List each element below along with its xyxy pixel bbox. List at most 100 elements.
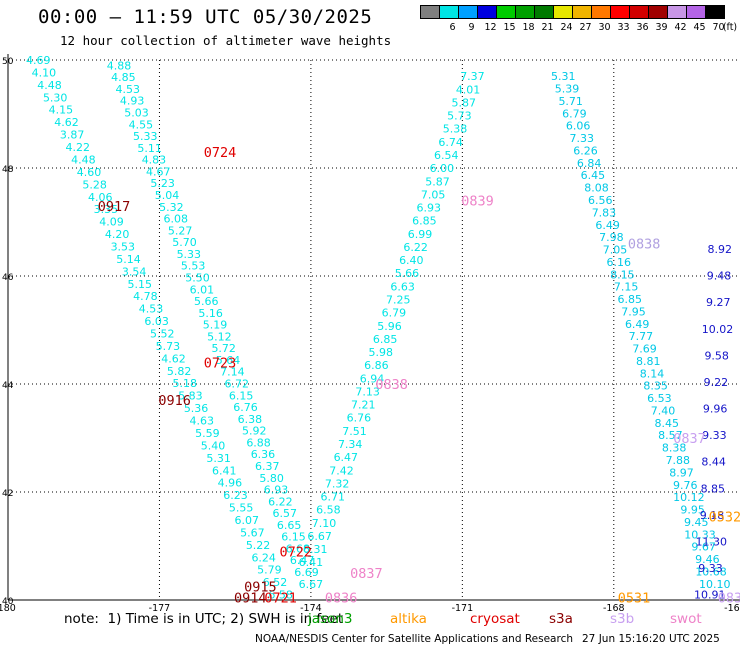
wave-height-value: 6.38 bbox=[238, 413, 263, 426]
wave-height-value: 4.10 bbox=[32, 66, 57, 79]
wave-height-value: 7.05 bbox=[603, 244, 628, 257]
wave-height-value: 6.26 bbox=[573, 144, 598, 157]
wave-height-value: 6.36 bbox=[251, 448, 276, 461]
wave-height-value: 6.53 bbox=[647, 392, 672, 405]
wave-height-value: 4.53 bbox=[116, 83, 141, 96]
wave-height-value: 6.58 bbox=[268, 589, 293, 602]
wave-height-value: 8.57 bbox=[658, 429, 683, 442]
wave-height-value: 7.77 bbox=[629, 330, 654, 343]
wave-height-value: 6.41 bbox=[212, 464, 237, 477]
wave-height-value: 6.65 bbox=[277, 519, 302, 532]
wave-height-value: 9.27 bbox=[706, 296, 731, 309]
wave-height-value: 6.31 bbox=[303, 543, 328, 556]
legend-label: 12 bbox=[484, 22, 497, 33]
wave-height-value: 5.59 bbox=[195, 427, 220, 440]
wave-height-value: 7.25 bbox=[386, 293, 411, 306]
wave-height-value: 6.37 bbox=[255, 460, 280, 473]
legend-label: 36 bbox=[636, 22, 649, 33]
pass-time-label: 0916 bbox=[158, 393, 191, 409]
wave-height-value: 7.34 bbox=[338, 438, 363, 451]
wave-height-value: 6.24 bbox=[251, 551, 276, 564]
legend-label: 70 bbox=[712, 22, 725, 33]
wave-height-value: 5.18 bbox=[173, 377, 198, 390]
wave-height-value: 4.78 bbox=[133, 290, 158, 303]
wave-height-value: 5.03 bbox=[124, 107, 149, 120]
wave-height-value: 6.84 bbox=[577, 157, 602, 170]
legend-unit: (ft) bbox=[722, 22, 738, 33]
wave-height-value: 4.55 bbox=[129, 118, 154, 131]
wave-height-value: 7.32 bbox=[325, 477, 350, 490]
generated-timestamp: 27 Jun 15:16:20 UTC 2025 bbox=[582, 633, 720, 645]
wave-height-value: 4.69 bbox=[26, 54, 51, 67]
legend-label: 45 bbox=[693, 22, 706, 33]
sat-s3b: s3b bbox=[610, 611, 635, 627]
wave-height-value: 6.79 bbox=[382, 307, 407, 320]
wave-height-value: 6.57 bbox=[272, 507, 297, 520]
wave-height-value: 6.72 bbox=[225, 378, 250, 391]
wave-height-value: 4.48 bbox=[71, 153, 96, 166]
wave-height-value: 8.92 bbox=[708, 243, 733, 256]
wave-height-value: 9.96 bbox=[703, 403, 728, 416]
wave-height-value: 6.15 bbox=[281, 531, 306, 544]
footer-note: note: 1) Time is in UTC; 2) SWH is in fe… bbox=[64, 611, 344, 627]
pass-time-label: 0915 bbox=[244, 580, 277, 596]
wave-height-value: 5.15 bbox=[127, 278, 152, 291]
wave-height-value: 6.41 bbox=[299, 556, 324, 569]
wave-height-value: 8.81 bbox=[636, 355, 661, 368]
wave-height-value: 6.67 bbox=[299, 578, 324, 591]
pass-time-label: 0532 bbox=[709, 509, 740, 525]
wave-height-value: 4.15 bbox=[49, 104, 74, 117]
wave-height-value: 9.33 bbox=[702, 429, 727, 442]
wave-height-value: 3.87 bbox=[60, 129, 85, 142]
wave-height-value: 10.33 bbox=[684, 528, 716, 541]
wave-height-value: 9.45 bbox=[684, 516, 709, 529]
wave-height-value: 6.88 bbox=[246, 436, 271, 449]
wave-height-value: 5.87 bbox=[451, 96, 476, 109]
wave-height-value: 10.10 bbox=[699, 578, 731, 591]
pass-time-label: 0837 bbox=[350, 566, 383, 582]
wave-height-value: 4.88 bbox=[107, 59, 132, 72]
wave-height-value: 6.49 bbox=[595, 219, 620, 232]
wave-height-value: 7.37 bbox=[460, 70, 485, 83]
lon-tick-label: -180 bbox=[0, 603, 16, 614]
wave-height-value: 5.55 bbox=[229, 502, 254, 515]
wave-height-value: 8.14 bbox=[640, 367, 665, 380]
wave-height-value: 6.86 bbox=[364, 359, 389, 372]
wave-height-value: 7.69 bbox=[632, 343, 657, 356]
wave-height-value: 5.73 bbox=[447, 110, 472, 123]
wave-height-value: 9.58 bbox=[704, 349, 729, 362]
wave-height-value: 6.56 bbox=[588, 194, 613, 207]
wave-height-value: 4.67 bbox=[146, 165, 171, 178]
wave-height-value: 7.42 bbox=[329, 464, 354, 477]
legend-label: 30 bbox=[598, 22, 611, 33]
pass-time-label: 0838 bbox=[628, 237, 661, 253]
wave-height-value: 6.00 bbox=[430, 162, 455, 175]
wave-height-value: 9.18 bbox=[700, 509, 725, 522]
wave-height-value: 5.52 bbox=[150, 328, 175, 341]
wave-height-value: 10.68 bbox=[695, 565, 727, 578]
wave-height-value: 6.69 bbox=[294, 566, 319, 579]
pass-time-label: 0721 bbox=[264, 590, 297, 606]
wave-height-value: 5.53 bbox=[181, 260, 206, 273]
wave-height-value: 5.12 bbox=[207, 330, 232, 343]
wave-height-value: 5.92 bbox=[242, 425, 267, 438]
pass-time-label: 0531 bbox=[618, 590, 651, 606]
wave-height-value: 6.76 bbox=[347, 412, 372, 425]
wave-height-value: 9.76 bbox=[673, 479, 698, 492]
wave-height-value: 8.45 bbox=[654, 417, 679, 430]
wave-height-value: 6.99 bbox=[408, 228, 433, 241]
sat-cryosat: cryosat bbox=[470, 611, 520, 627]
wave-height-value: 5.19 bbox=[203, 319, 228, 332]
wave-height-value: 6.76 bbox=[233, 401, 258, 414]
wave-height-value: 6.08 bbox=[163, 213, 188, 226]
wave-height-value: 5.23 bbox=[150, 177, 175, 190]
legend-label: 39 bbox=[655, 22, 668, 33]
wave-height-value: 4.83 bbox=[142, 154, 167, 167]
wave-height-value: 6.47 bbox=[334, 451, 359, 464]
wave-height-value: 5.31 bbox=[206, 452, 231, 465]
wave-height-value: 3.54 bbox=[122, 265, 147, 278]
wave-height-value: 6.93 bbox=[417, 202, 442, 215]
wave-height-value: 4.96 bbox=[218, 477, 243, 490]
wave-height-value: 6.52 bbox=[263, 576, 288, 589]
